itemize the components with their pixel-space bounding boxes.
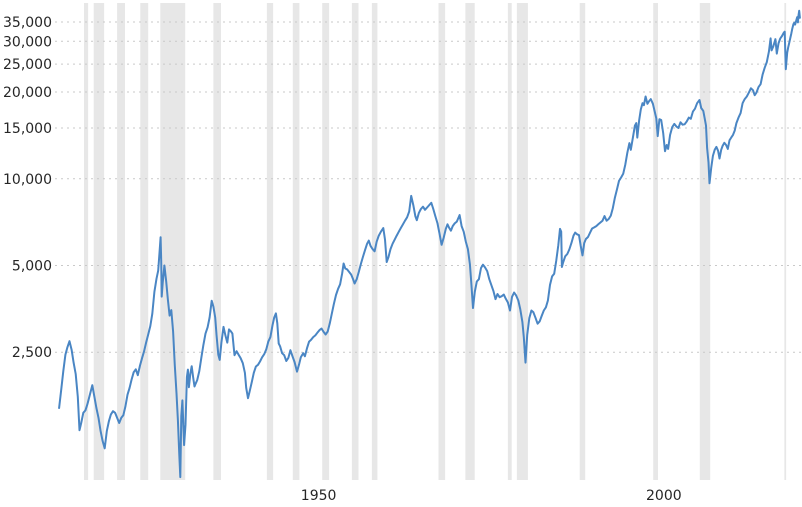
recession-band bbox=[653, 3, 658, 480]
y-axis-tick-label: 10,000 bbox=[3, 172, 52, 188]
y-axis-labels: 2,500 5,000 10,000 15,000 20,000 25,000 30,000… bbox=[3, 15, 52, 361]
recession-band bbox=[140, 3, 149, 480]
x-axis-tick-label: 2000 bbox=[646, 488, 682, 504]
x-axis-tick-label: 1950 bbox=[301, 488, 337, 504]
gridlines bbox=[55, 21, 802, 353]
recession-band bbox=[699, 3, 711, 480]
recession-band bbox=[516, 3, 528, 480]
x-axis-labels: 1950 2000 bbox=[301, 488, 682, 504]
recession-band bbox=[579, 3, 586, 480]
y-axis-tick-label: 5,000 bbox=[12, 259, 52, 275]
recession-band bbox=[84, 3, 89, 480]
recession-band bbox=[93, 3, 105, 480]
y-axis-tick-label: 15,000 bbox=[3, 121, 52, 137]
recession-band bbox=[266, 3, 274, 480]
recession-band bbox=[117, 3, 125, 480]
y-axis-tick-label: 20,000 bbox=[3, 85, 52, 101]
y-axis-tick-label: 30,000 bbox=[3, 34, 52, 50]
recession-band bbox=[160, 3, 186, 480]
y-axis-tick-label: 2,500 bbox=[12, 345, 52, 361]
y-axis-tick-label: 25,000 bbox=[3, 57, 52, 73]
recession-band bbox=[371, 3, 378, 480]
recession-band bbox=[292, 3, 300, 480]
recession-band bbox=[322, 3, 330, 480]
price-line-series bbox=[58, 9, 801, 479]
recession-band bbox=[351, 3, 359, 480]
price-line bbox=[58, 9, 801, 479]
recession-band bbox=[507, 3, 512, 480]
recession-band bbox=[784, 3, 787, 480]
y-axis-tick-label: 35,000 bbox=[3, 15, 52, 31]
recession-band bbox=[465, 3, 475, 480]
recession-bands bbox=[84, 3, 787, 480]
recession-band bbox=[213, 3, 221, 480]
